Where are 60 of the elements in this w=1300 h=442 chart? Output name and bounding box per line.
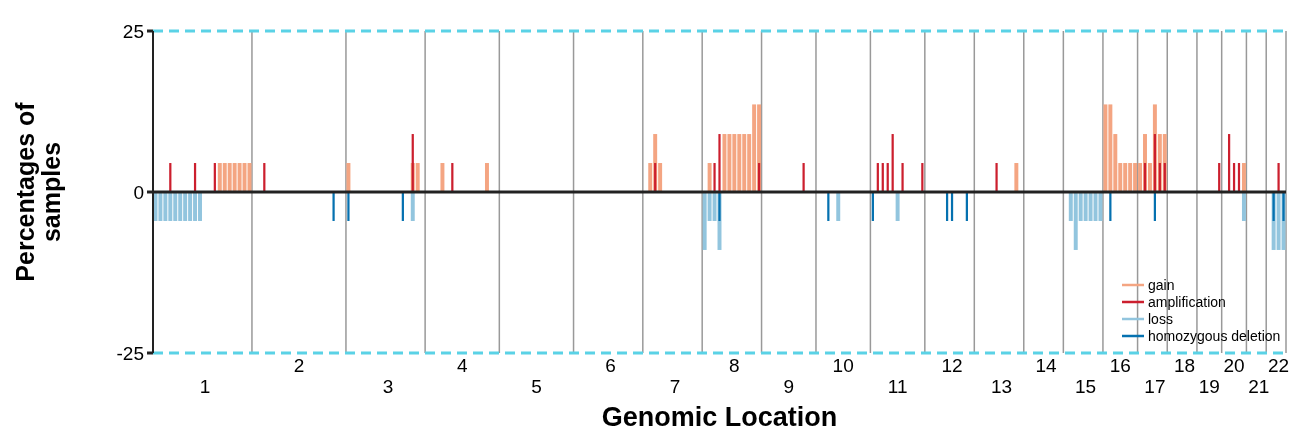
bar [1277,163,1280,192]
y-axis-title: Percentages of samples [10,101,65,282]
x-tick-label: 2 [293,355,305,376]
bar [718,192,721,221]
legend-label: loss [1148,310,1173,327]
x-tick-label: 11 [887,376,908,397]
bar [1098,192,1103,221]
x-tick-label: 21 [1248,376,1270,397]
x-tick-label: 19 [1198,376,1220,397]
x-tick-label: 18 [1174,355,1196,376]
x-tick-label: 4 [456,355,468,376]
bar [895,192,900,221]
x-tick-label: 9 [783,376,795,397]
bar [718,134,721,192]
y-tick-label: 0 [133,181,144,203]
bar [712,192,717,221]
y-tick-label: -25 [116,342,144,364]
bar [484,163,489,192]
x-tick-label: 6 [605,355,616,376]
x-tick-label: 7 [669,376,681,397]
x-tick-label: 15 [1075,376,1097,397]
x-tick-label: 22 [1268,355,1290,376]
x-axis-title: Genomic Location [601,402,838,432]
bar [1103,104,1108,192]
bar [158,192,163,221]
bar [242,163,247,192]
legend-label: gain [1148,276,1175,293]
bar [332,192,335,221]
x-tick-label: 13 [990,376,1013,397]
bar [247,163,252,192]
bar [722,134,727,192]
x-tick-label: 10 [832,355,854,376]
x-tick-label: 17 [1144,376,1166,397]
x-tick-label: 1 [199,376,211,397]
bar [995,163,998,192]
bar [415,163,420,192]
x-tick-label: 16 [1109,355,1131,376]
legend-label: amplification [1148,293,1226,310]
x-tick-label: 12 [941,355,963,376]
bar [802,163,805,192]
bar [1088,192,1093,221]
bar [1241,192,1246,221]
x-tick-label: 3 [382,376,394,397]
x-tick-label: 20 [1223,355,1245,376]
bar [707,163,712,192]
legend-label: homozygous deletion [1148,327,1281,344]
bar [713,163,716,192]
y-tick-label: 25 [122,20,144,42]
bar [1241,163,1246,192]
bar [1014,163,1019,192]
x-tick-label: 5 [531,376,542,397]
bar [410,192,415,221]
bar [1282,192,1285,221]
bar [901,163,904,192]
bar [347,192,350,221]
bar [440,163,445,192]
bar [346,163,351,192]
x-tick-label: 8 [729,355,740,376]
bar [836,192,841,221]
x-tick-label: 14 [1035,355,1058,376]
